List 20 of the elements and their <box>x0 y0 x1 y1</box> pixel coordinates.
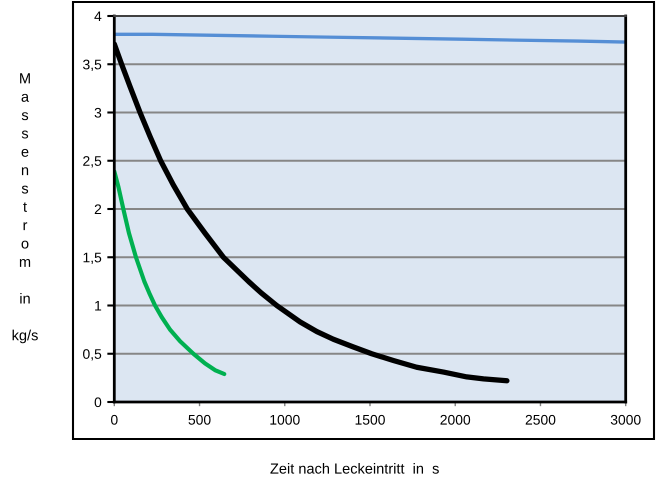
y-tick-label: 2 <box>94 204 102 214</box>
line-series <box>114 169 226 376</box>
text: M a s s e n s t r o m in kg/s <box>12 73 38 344</box>
y-tick-label: 1,5 <box>84 252 102 264</box>
y-tick-label: 3,5 <box>83 60 102 72</box>
x-axis-title: Zeit nach Leckeintritt in s <box>270 463 439 474</box>
line-series <box>114 32 626 44</box>
y-tick-label: 1 <box>95 300 102 311</box>
x-tick-label: 2500 <box>526 414 556 425</box>
x-tick-label: 500 <box>188 414 211 425</box>
x-tick-label: 1000 <box>270 414 300 425</box>
x-tick-label: 3000 <box>610 414 641 425</box>
y-tick-label: 2,5 <box>83 156 102 168</box>
y-tick-label: 4 <box>94 11 102 22</box>
x-tick-label: 0 <box>110 414 118 425</box>
y-tick-label: 0,5 <box>83 349 102 361</box>
y-tick-label: 0 <box>94 397 102 408</box>
x-tick-label: 2000 <box>440 414 470 425</box>
y-tick-label: 3 <box>94 108 102 118</box>
x-tick-label: 1500 <box>356 414 385 425</box>
